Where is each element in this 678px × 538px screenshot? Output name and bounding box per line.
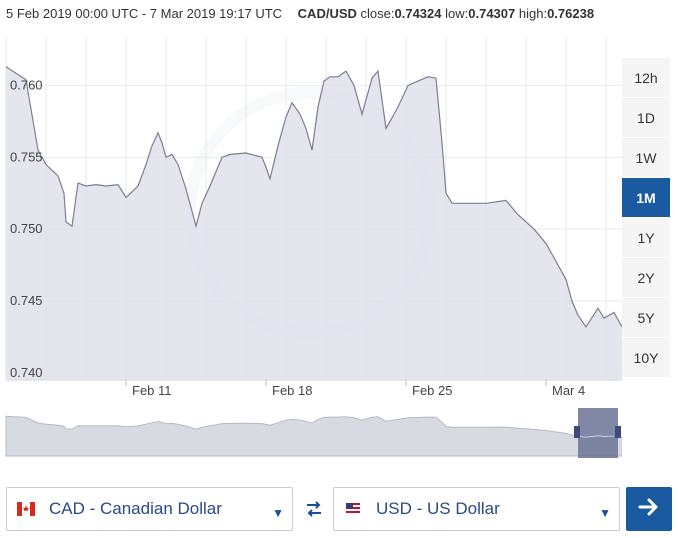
rate-line	[5, 66, 622, 328]
chevron-down-icon: ▼	[272, 506, 284, 520]
range-button-12h[interactable]: 12h	[622, 58, 670, 98]
navigator[interactable]	[0, 404, 623, 462]
x-tick-label: Feb 11	[132, 383, 172, 398]
date-range: 5 Feb 2019 00:00 UTC - 7 Mar 2019 19:17 …	[6, 6, 283, 21]
rate-chart[interactable]: 0.740 0.745 0.750 0.755 0.760 Feb 11 Feb 18 Fe…	[0, 38, 622, 398]
to-currency-select[interactable]: USD - US Dollar ▼	[333, 487, 620, 531]
to-currency-label: USD - US Dollar	[376, 499, 500, 518]
range-button-1m[interactable]: 1M	[622, 178, 670, 218]
close-value: 0.74324	[394, 6, 442, 21]
x-tick-label: Mar 4	[552, 383, 585, 398]
range-button-1d[interactable]: 1D	[622, 98, 670, 138]
us-flag-icon	[344, 502, 362, 516]
low-label: low:	[445, 6, 469, 21]
close-label: close:	[360, 6, 395, 21]
y-tick-label: 0.740	[10, 365, 43, 380]
navigator-selected-line	[577, 435, 615, 438]
range-button-1w[interactable]: 1W	[622, 138, 670, 178]
y-tick-label: 0.760	[10, 77, 43, 92]
navigator-svg	[5, 408, 623, 458]
low-value: 0.74307	[468, 6, 516, 21]
chart-header: 5 Feb 2019 00:00 UTC - 7 Mar 2019 19:17 …	[6, 6, 594, 21]
y-tick-label: 0.750	[10, 221, 43, 236]
pair-label: CAD/USD	[297, 6, 357, 21]
y-tick-label: 0.745	[10, 293, 43, 308]
high-label: high:	[518, 6, 548, 21]
x-tick-label: Feb 25	[412, 383, 452, 398]
range-button-10y[interactable]: 10Y	[622, 338, 670, 378]
navigator-area	[5, 415, 623, 457]
from-currency-label: CAD - Canadian Dollar	[49, 499, 222, 518]
canada-flag-icon	[17, 502, 35, 516]
chevron-down-icon: ▼	[599, 506, 611, 520]
rate-area	[6, 66, 622, 380]
range-button-2y[interactable]: 2Y	[622, 258, 670, 298]
chart-svg: 0.740 0.745 0.750 0.755 0.760 Feb 11 Feb 18 Fe…	[5, 38, 622, 398]
range-button-1y[interactable]: 1Y	[622, 218, 670, 258]
navigator-handle-right[interactable]	[615, 426, 621, 438]
from-currency-select[interactable]: CAD - Canadian Dollar ▼	[6, 487, 293, 531]
convert-button[interactable]	[626, 487, 672, 531]
high-value: 0.76238	[547, 6, 595, 21]
range-button-5y[interactable]: 5Y	[622, 298, 670, 338]
y-tick-label: 0.755	[10, 149, 43, 164]
arrow-right-icon	[638, 497, 660, 522]
range-selector: 12h 1D 1W 1M 1Y 2Y 5Y 10Y	[622, 58, 670, 378]
swap-icon[interactable]	[303, 498, 325, 520]
x-tick-label: Feb 18	[272, 383, 312, 398]
navigator-window[interactable]	[578, 408, 618, 458]
navigator-handle-left[interactable]	[574, 426, 580, 438]
